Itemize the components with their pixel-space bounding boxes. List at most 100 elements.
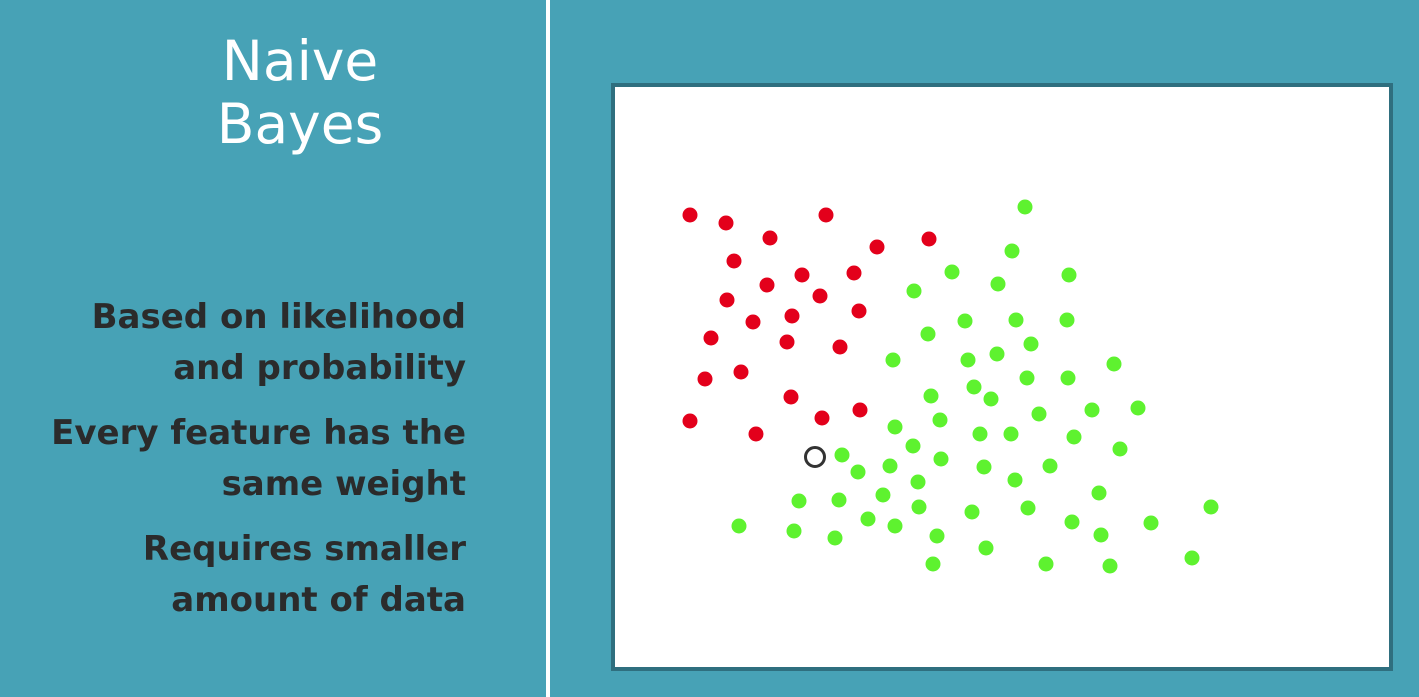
- red-class-point: [759, 277, 775, 293]
- green-class-point: [905, 438, 921, 454]
- green-class-point: [923, 388, 939, 404]
- green-class-point: [990, 276, 1006, 292]
- green-class-point: [885, 352, 901, 368]
- green-class-point: [1084, 402, 1100, 418]
- green-class-point: [960, 352, 976, 368]
- green-class-point: [925, 556, 941, 572]
- green-class-point: [972, 426, 988, 442]
- green-class-point: [906, 283, 922, 299]
- green-class-point: [964, 504, 980, 520]
- red-class-point: [784, 308, 800, 324]
- red-class-point: [745, 314, 761, 330]
- green-class-point: [834, 447, 850, 463]
- green-class-point: [911, 499, 927, 515]
- green-class-point: [1091, 485, 1107, 501]
- unclassified-point: [804, 446, 826, 468]
- green-class-point: [1042, 458, 1058, 474]
- green-class-point: [1007, 472, 1023, 488]
- green-class-point: [1184, 550, 1200, 566]
- green-class-point: [731, 518, 747, 534]
- green-class-point: [1060, 370, 1076, 386]
- scatter-plot-frame: [611, 83, 1393, 671]
- red-class-point: [851, 303, 867, 319]
- green-class-point: [887, 419, 903, 435]
- green-class-point: [966, 379, 982, 395]
- green-class-point: [1038, 556, 1054, 572]
- green-class-point: [1003, 426, 1019, 442]
- green-class-point: [1004, 243, 1020, 259]
- red-class-point: [733, 364, 749, 380]
- bullet-line: and probability: [173, 348, 466, 388]
- green-class-point: [1143, 515, 1159, 531]
- green-class-point: [1102, 558, 1118, 574]
- green-class-point: [978, 540, 994, 556]
- bullet-list: Based on likelihood and probability Ever…: [0, 292, 466, 640]
- title-line-1: Naive: [221, 29, 379, 93]
- green-class-point: [1203, 499, 1219, 515]
- red-class-point: [832, 339, 848, 355]
- vertical-divider: [546, 0, 550, 697]
- red-class-point: [719, 292, 735, 308]
- green-class-point: [1017, 199, 1033, 215]
- green-class-point: [1061, 267, 1077, 283]
- green-class-point: [920, 326, 936, 342]
- red-class-point: [869, 239, 885, 255]
- red-class-point: [762, 230, 778, 246]
- red-class-point: [682, 413, 698, 429]
- red-class-point: [814, 410, 830, 426]
- green-class-point: [932, 412, 948, 428]
- green-class-point: [989, 346, 1005, 362]
- bullet-item: Based on likelihood and probability: [0, 292, 466, 394]
- green-class-point: [1112, 441, 1128, 457]
- title-line-2: Bayes: [216, 92, 384, 156]
- green-class-point: [791, 493, 807, 509]
- green-class-point: [882, 458, 898, 474]
- bullet-item: Requires smaller amount of data: [0, 524, 466, 626]
- green-class-point: [976, 459, 992, 475]
- red-class-point: [726, 253, 742, 269]
- red-class-point: [846, 265, 862, 281]
- bullet-item: Every feature has the same weight: [0, 408, 466, 510]
- bullet-line: Requires smaller: [142, 529, 466, 569]
- green-class-point: [875, 487, 891, 503]
- green-class-point: [1093, 527, 1109, 543]
- red-class-point: [783, 389, 799, 405]
- green-class-point: [887, 518, 903, 534]
- green-class-point: [929, 528, 945, 544]
- green-class-point: [827, 530, 843, 546]
- green-class-point: [1008, 312, 1024, 328]
- slide-title: Naive Bayes: [100, 30, 500, 156]
- red-class-point: [921, 231, 937, 247]
- red-class-point: [779, 334, 795, 350]
- green-class-point: [944, 264, 960, 280]
- red-class-point: [812, 288, 828, 304]
- green-class-point: [1066, 429, 1082, 445]
- green-class-point: [1023, 336, 1039, 352]
- green-class-point: [1059, 312, 1075, 328]
- green-class-point: [1130, 400, 1146, 416]
- green-class-point: [1020, 500, 1036, 516]
- green-class-point: [786, 523, 802, 539]
- red-class-point: [852, 402, 868, 418]
- green-class-point: [1031, 406, 1047, 422]
- green-class-point: [860, 511, 876, 527]
- red-class-point: [703, 330, 719, 346]
- red-class-point: [697, 371, 713, 387]
- green-class-point: [1019, 370, 1035, 386]
- bullet-line: Every feature has the: [51, 413, 466, 453]
- scatter-plot: [682, 199, 1219, 574]
- red-class-point: [794, 267, 810, 283]
- red-class-point: [818, 207, 834, 223]
- green-class-point: [850, 464, 866, 480]
- bullet-line: Based on likelihood: [91, 297, 466, 337]
- red-class-point: [748, 426, 764, 442]
- red-class-point: [718, 215, 734, 231]
- bullet-line: amount of data: [171, 580, 466, 620]
- green-class-point: [1106, 356, 1122, 372]
- green-class-point: [957, 313, 973, 329]
- red-class-point: [682, 207, 698, 223]
- bullet-line: same weight: [221, 464, 466, 504]
- green-class-point: [983, 391, 999, 407]
- green-class-point: [910, 474, 926, 490]
